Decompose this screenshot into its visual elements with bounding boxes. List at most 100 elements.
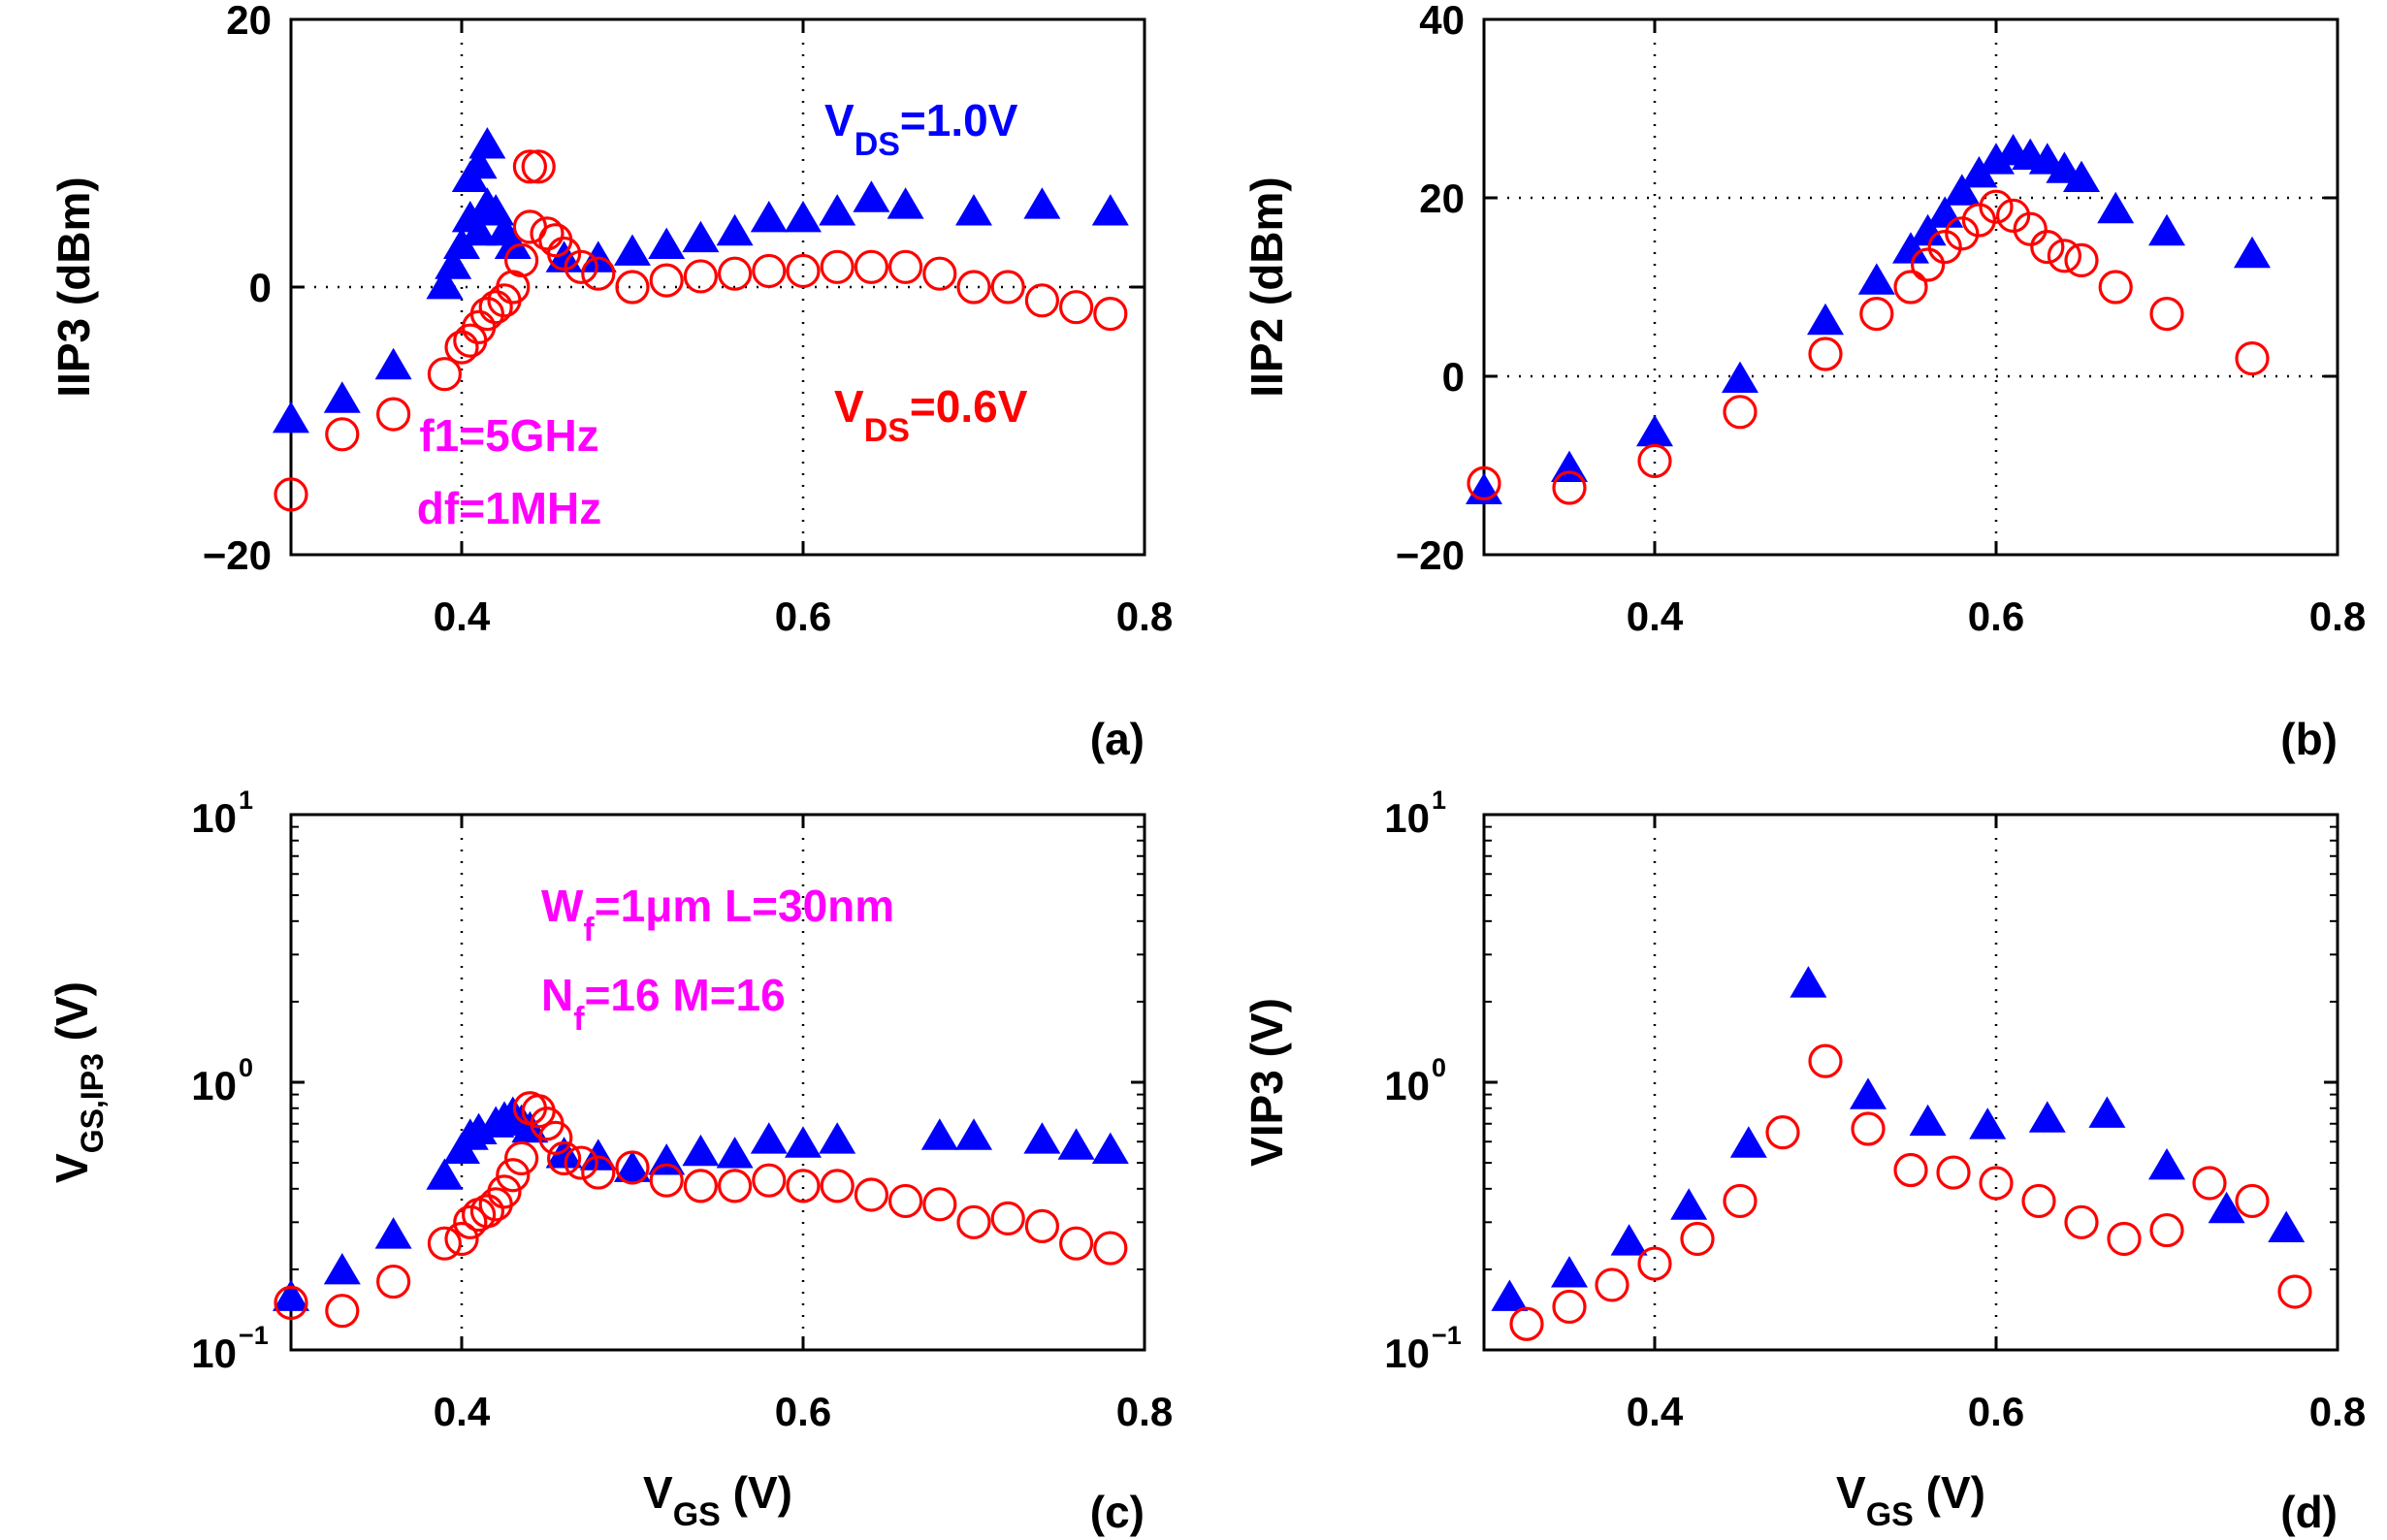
svg-text:df=1MHz: df=1MHz (417, 483, 601, 533)
circle-marker (1467, 465, 1501, 500)
circle-marker (2021, 1183, 2056, 1219)
triangle-marker (1857, 263, 1895, 295)
svg-text:Wf=1μm L=30nm: Wf=1μm L=30nm (541, 881, 894, 948)
triangle-marker (460, 213, 498, 246)
circle-marker (2149, 297, 2184, 332)
circle-marker (820, 1169, 855, 1203)
circle-marker (922, 1187, 957, 1222)
series-vds-1v0 (1491, 966, 2306, 1311)
y-tick-label: 10 (191, 1063, 237, 1108)
circle-marker (1058, 1226, 1094, 1261)
y-axis-label: IIP3 (dBm) (48, 176, 99, 397)
circle-marker (444, 330, 479, 365)
svg-text:f1=5GHz: f1=5GHz (419, 410, 598, 461)
circle-marker (478, 290, 513, 325)
svg-text:IIP2 (dBm): IIP2 (dBm) (1242, 176, 1292, 397)
series-vds-0v6 (1467, 189, 2270, 505)
circle-marker (2064, 242, 2099, 277)
triangle-marker (1722, 361, 1758, 393)
y-tick-label: 20 (226, 0, 272, 43)
triangle-marker (1023, 187, 1061, 219)
circle-marker (469, 297, 504, 332)
circle-marker (274, 1285, 308, 1320)
circle-marker (2149, 1212, 2184, 1248)
triangle-marker (1909, 1104, 1947, 1137)
triangle-marker (819, 194, 856, 226)
circle-marker (615, 1150, 650, 1185)
triangle-marker (955, 194, 992, 226)
axes-box (289, 813, 1146, 1352)
y-tick-label: 20 (1419, 176, 1465, 221)
triangle-marker (1610, 1224, 1648, 1256)
circle-marker (1093, 297, 1128, 332)
triangle-marker (1807, 303, 1844, 336)
svg-text:VDS=1.0V: VDS=1.0V (824, 95, 1018, 163)
circle-marker (444, 1221, 479, 1257)
panel-a: 0.4 0.6 0.8 −20 0 20 IIP3 (dBm) (a) VDS=1.0V VDS=… (48, 0, 1173, 764)
circle-marker (325, 417, 360, 452)
triangle-marker (1790, 966, 1827, 998)
circle-marker (1851, 1111, 1886, 1146)
circle-marker (325, 1294, 360, 1329)
triangle-marker (2234, 236, 2271, 269)
panel-label: (a) (1090, 714, 1145, 764)
y-tick-label: 10 (1384, 1063, 1430, 1108)
circle-marker (1552, 1289, 1587, 1325)
axes-box (289, 17, 1146, 557)
triangle-marker (426, 1158, 464, 1190)
triangle-marker (2028, 1101, 2066, 1133)
circle-marker (786, 1169, 821, 1203)
x-tick-label: 0.8 (1116, 594, 1173, 639)
y-tick-exponent: 0 (1432, 1053, 1446, 1082)
circle-marker (1927, 230, 1962, 265)
annotation-dims: Wf=1μm L=30nm Nf=16 M=16 (541, 881, 894, 1038)
x-axis-label: VGS (V) (1836, 1467, 1985, 1533)
x-axis-label: VGS (V) (643, 1467, 792, 1533)
circle-marker (1637, 443, 1672, 478)
triangle-marker (273, 401, 309, 433)
triangle-marker (2063, 160, 2100, 192)
panel-label: (b) (2280, 714, 2338, 764)
y-tick-exponent: −1 (239, 1321, 269, 1350)
triangle-marker (1636, 414, 1673, 447)
triangle-marker (2268, 1210, 2306, 1242)
triangle-marker (323, 381, 361, 413)
triangle-marker (955, 1118, 992, 1150)
triangle-marker (682, 1134, 720, 1167)
triangle-marker (1670, 1188, 1708, 1220)
circle-marker (1936, 1155, 1971, 1190)
x-tick-label: 0.4 (434, 594, 491, 639)
circle-marker (496, 1158, 531, 1193)
series-vds-0v6 (274, 149, 1128, 512)
x-tick-label: 0.6 (1968, 1389, 2024, 1434)
circle-marker (1595, 1267, 1629, 1302)
circle-marker (1961, 203, 1997, 238)
series-vds-0v6 (1509, 1043, 2312, 1341)
circle-marker (1637, 1246, 1672, 1281)
circle-marker (274, 477, 308, 512)
x-tick-label: 0.6 (1968, 594, 2024, 639)
triangle-marker (374, 347, 412, 380)
triangle-marker (785, 201, 822, 233)
triangle-marker (1729, 1126, 1767, 1158)
circle-marker (1979, 189, 2014, 224)
circle-marker (1509, 1306, 1544, 1341)
triangle-marker (750, 201, 788, 233)
circle-marker (2192, 1166, 2227, 1201)
circle-marker (2098, 270, 2133, 305)
annotation-freq: f1=5GHz df=1MHz (417, 410, 601, 533)
circle-marker (1808, 337, 1843, 371)
circle-marker (1859, 297, 1894, 332)
circle-marker (376, 397, 411, 432)
circle-marker (546, 236, 582, 272)
y-tick-label: 0 (249, 265, 272, 310)
triangle-marker (2097, 191, 2135, 224)
panel-label: (d) (2280, 1487, 2338, 1537)
series-vds-0v6 (274, 1091, 1128, 1329)
circle-marker (427, 1226, 462, 1261)
y-tick-label: 10 (1384, 795, 1430, 841)
x-tick-label: 0.6 (775, 594, 831, 639)
x-tick-label: 0.4 (1627, 594, 1684, 639)
